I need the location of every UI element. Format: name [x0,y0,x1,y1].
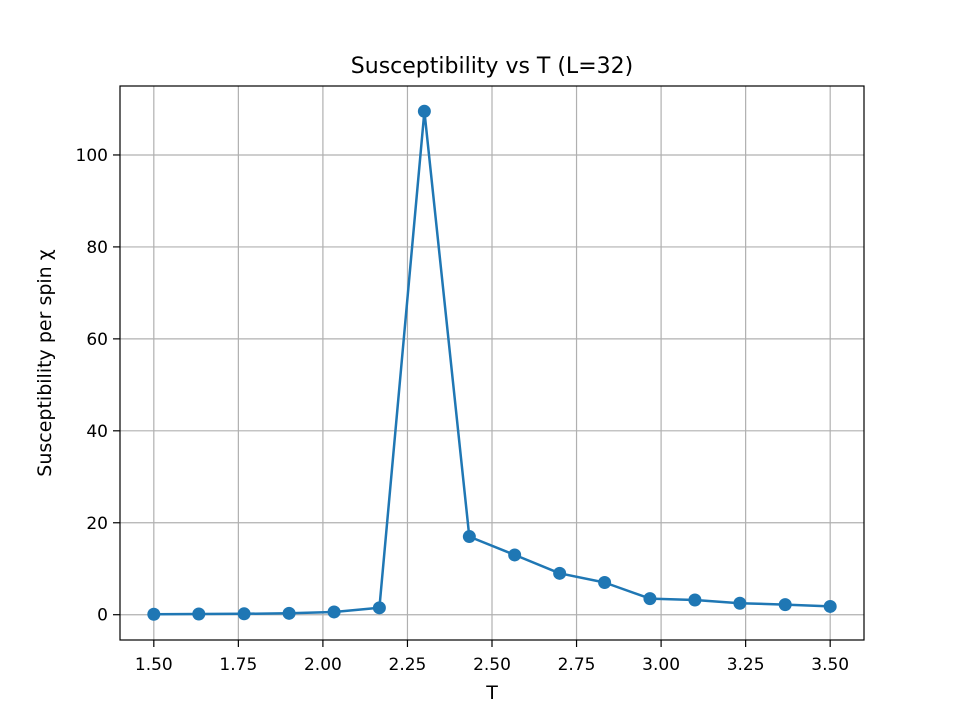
x-tick-label: 2.75 [558,655,596,675]
data-point [778,598,792,612]
y-tick-label: 40 [86,422,108,442]
data-point [508,548,522,562]
data-point [417,104,431,118]
data-point [147,607,161,621]
x-tick-label: 3.50 [811,655,849,675]
chart-title: Susceptibility vs T (L=32) [351,54,633,79]
x-tick-label: 2.25 [389,655,427,675]
x-tick-label: 3.00 [642,655,680,675]
y-tick-label: 80 [86,238,108,258]
y-tick-label: 100 [76,146,108,166]
y-axis-label: Susceptibility per spin χ [34,249,56,476]
x-tick-label: 3.25 [727,655,765,675]
y-tick-label: 0 [97,606,108,626]
data-point [192,607,206,621]
data-point [372,601,386,615]
data-point [237,607,251,621]
data-point [327,605,341,619]
y-axis-ticks: 0 20 40 60 80 100 [76,146,120,626]
data-point [733,596,747,610]
data-point [553,566,567,580]
series-polyline [153,110,831,616]
y-tick-label: 20 [86,514,108,534]
x-axis-label: T [485,682,498,704]
series-line [153,110,831,616]
data-point [688,593,702,607]
y-tick-label: 60 [86,330,108,350]
x-tick-label: 2.00 [304,655,342,675]
data-point [282,606,296,620]
data-point [823,599,837,613]
series-markers [147,104,837,621]
grid [120,86,864,640]
data-point [462,530,476,544]
data-point [643,592,657,606]
data-point [598,576,612,590]
x-axis-ticks: 1.50 1.75 2.00 2.25 2.50 2.75 3.00 3.25 3.50 [135,640,849,675]
x-tick-label: 1.75 [219,655,257,675]
x-tick-label: 2.50 [473,655,511,675]
x-tick-label: 1.50 [135,655,173,675]
